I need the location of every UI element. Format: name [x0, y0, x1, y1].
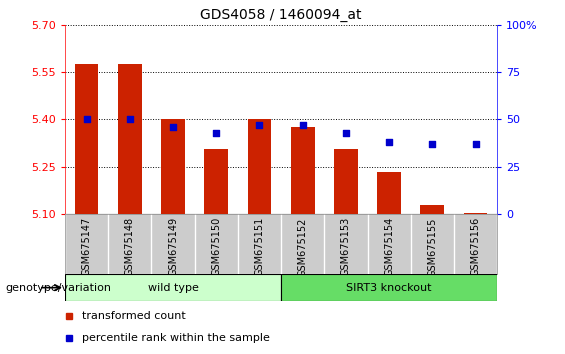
- Text: SIRT3 knockout: SIRT3 knockout: [346, 282, 432, 293]
- Bar: [161, 119, 185, 214]
- Bar: [420, 205, 444, 214]
- Point: [385, 139, 394, 145]
- Point: [82, 116, 91, 122]
- Text: GSM675155: GSM675155: [427, 217, 437, 276]
- Text: percentile rank within the sample: percentile rank within the sample: [82, 333, 270, 343]
- Text: genotype/variation: genotype/variation: [6, 282, 112, 293]
- Text: GSM675154: GSM675154: [384, 217, 394, 276]
- Text: GSM675148: GSM675148: [125, 217, 135, 276]
- Text: GSM675153: GSM675153: [341, 217, 351, 276]
- Point: [298, 122, 307, 128]
- Bar: [247, 119, 271, 214]
- Bar: [464, 213, 488, 214]
- Text: GSM675151: GSM675151: [254, 217, 264, 276]
- Bar: [205, 149, 228, 214]
- Text: wild type: wild type: [147, 282, 198, 293]
- Bar: [65, 274, 281, 301]
- Text: GSM675150: GSM675150: [211, 217, 221, 276]
- Point: [428, 141, 437, 147]
- Point: [341, 130, 350, 136]
- Point: [212, 130, 221, 136]
- Point: [255, 122, 264, 128]
- Bar: [334, 149, 358, 214]
- Point: [471, 141, 480, 147]
- Point: [125, 116, 134, 122]
- Text: GSM675149: GSM675149: [168, 217, 178, 276]
- Bar: [118, 64, 142, 214]
- Text: GSM675156: GSM675156: [471, 217, 481, 276]
- Bar: [291, 127, 315, 214]
- Text: transformed count: transformed count: [82, 311, 186, 321]
- Point: [168, 124, 177, 130]
- Bar: [281, 274, 497, 301]
- Bar: [75, 64, 98, 214]
- Bar: [377, 172, 401, 214]
- Text: GSM675147: GSM675147: [81, 217, 92, 276]
- Title: GDS4058 / 1460094_at: GDS4058 / 1460094_at: [201, 8, 362, 22]
- Text: GSM675152: GSM675152: [298, 217, 308, 276]
